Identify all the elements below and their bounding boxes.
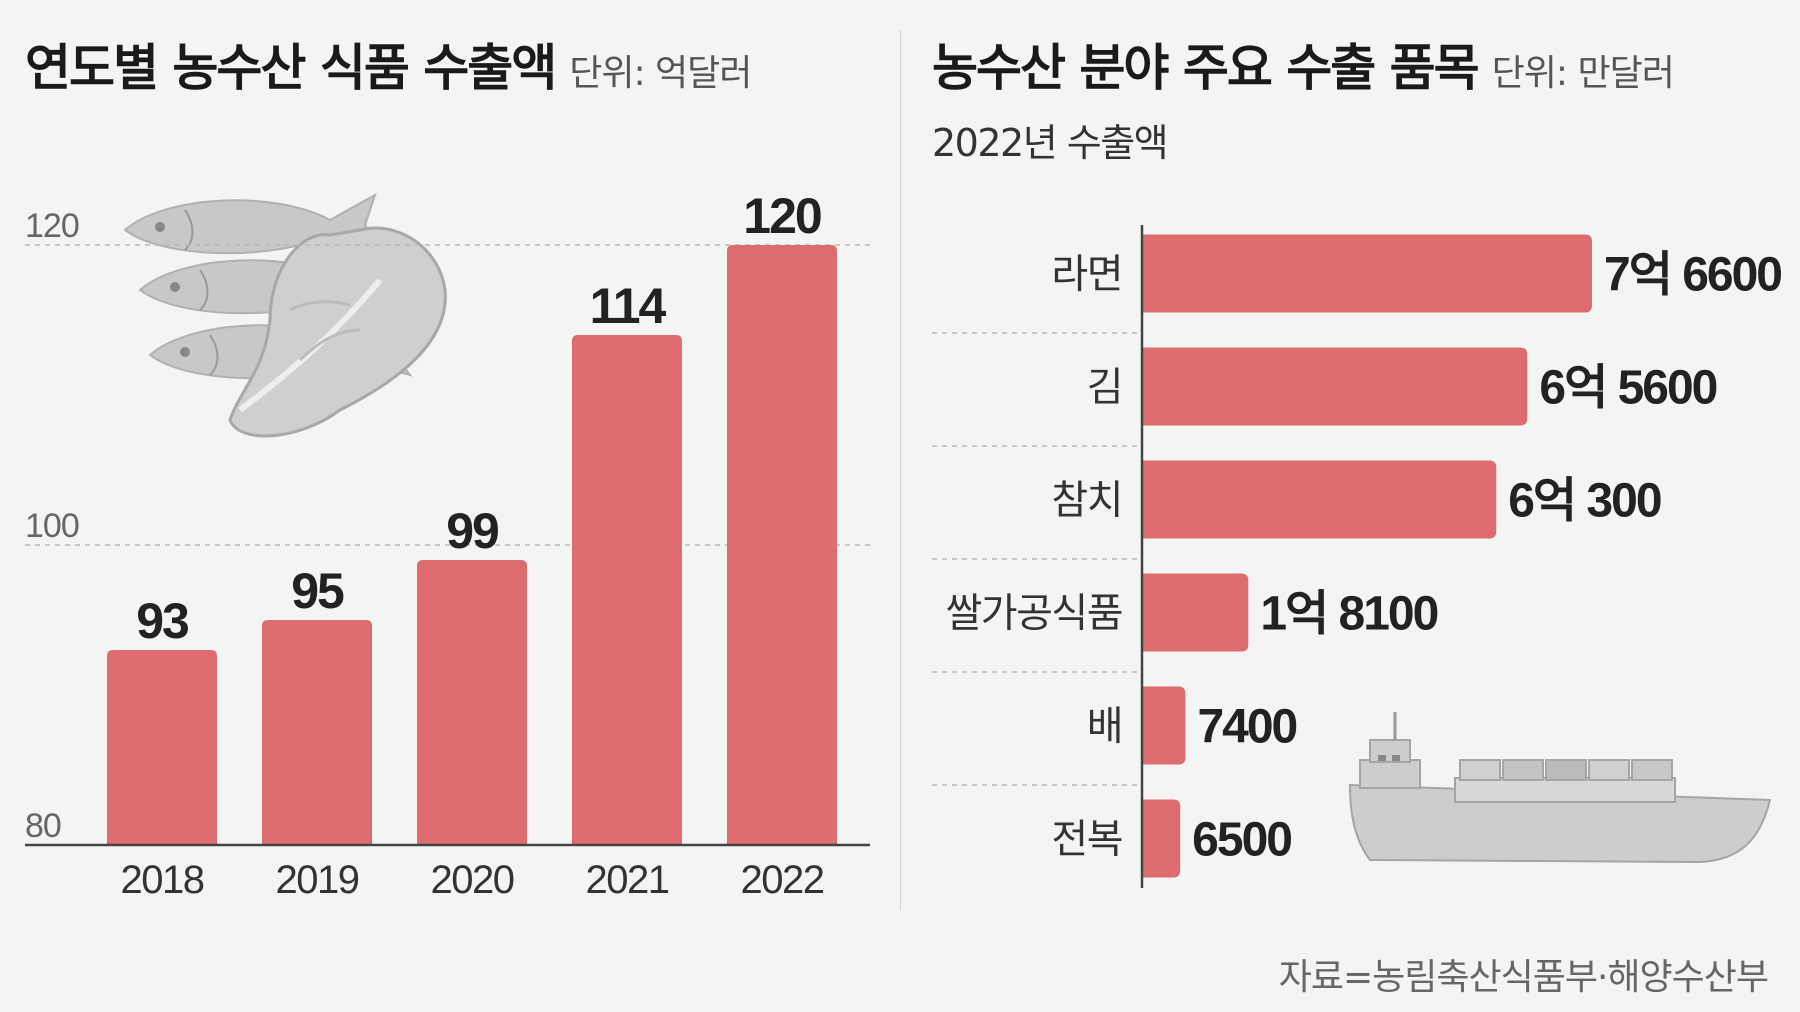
bar-2022: [727, 245, 837, 845]
bar-2018: [107, 650, 217, 845]
left-title-text: 연도별 농수산 식품 수출액: [25, 39, 557, 97]
bar-value-label: 95: [291, 563, 344, 619]
y-tick-label: 120: [25, 207, 79, 245]
right-title-text: 농수산 분야 주요 수출 품목: [932, 39, 1480, 97]
bar-2019: [262, 620, 372, 845]
x-tick-label: 2018: [121, 858, 204, 902]
hbar-value-label: 1억 8100: [1260, 588, 1437, 641]
hbar-쌀가공식품: [1142, 573, 1249, 652]
category-label: 김: [1087, 365, 1122, 411]
bar-value-label: 120: [743, 188, 821, 244]
hbar-김: [1142, 347, 1528, 426]
category-label: 참치: [1051, 478, 1122, 524]
y-tick-label: 100: [25, 507, 79, 545]
left-chart-title: 연도별 농수산 식품 수출액 단위: 억달러: [25, 28, 752, 100]
cargo-ship-icon: [1348, 712, 1772, 864]
hbar-전복: [1142, 799, 1181, 878]
x-tick-label: 2021: [586, 858, 669, 902]
bar-2021: [572, 335, 682, 845]
bar-value-label: 93: [136, 593, 188, 649]
hbar-배: [1142, 686, 1186, 765]
bar-2020: [417, 560, 527, 845]
right-unit: 단위: 만달러: [1491, 53, 1675, 94]
x-tick-label: 2019: [276, 858, 359, 902]
cabbage-icon: [228, 226, 447, 438]
category-label: 쌀가공식품: [946, 591, 1123, 637]
right-subtitle: 2022년 수출액: [932, 121, 1169, 165]
category-label: 전복: [1051, 817, 1122, 863]
hbar-value-label: 6억 5600: [1539, 362, 1716, 415]
hbar-참치: [1142, 460, 1497, 539]
hbar-라면: [1142, 234, 1592, 313]
x-tick-label: 2020: [431, 858, 514, 902]
hbar-value-label: 6억 300: [1508, 475, 1661, 528]
panel-divider: [900, 30, 901, 910]
bar-value-label: 99: [446, 503, 498, 559]
x-tick-label: 2022: [741, 858, 824, 902]
right-chart-title: 농수산 분야 주요 수출 품목 단위: 만달러: [932, 28, 1675, 100]
category-label: 배: [1087, 704, 1122, 750]
y-tick-label: 80: [25, 807, 61, 845]
hbar-value-label: 7억 6600: [1604, 249, 1781, 302]
hbar-value-label: 7400: [1197, 701, 1296, 754]
bar-value-label: 114: [590, 278, 667, 334]
source-note: 자료=농림축산식품부·해양수산부: [1278, 957, 1769, 998]
category-label: 라면: [1051, 252, 1122, 298]
hbar-value-label: 6500: [1192, 814, 1291, 867]
left-unit: 단위: 억달러: [569, 53, 752, 94]
